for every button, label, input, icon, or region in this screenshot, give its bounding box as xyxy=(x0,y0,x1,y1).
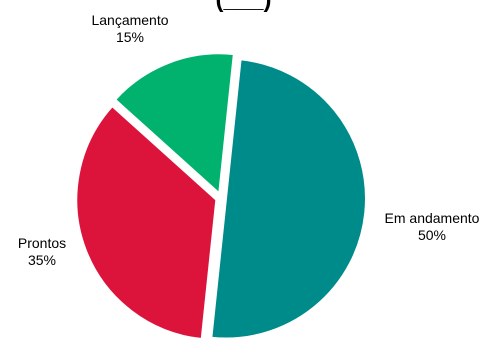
chart-title: (___) xyxy=(0,0,487,14)
slice-name: Em andamento xyxy=(384,210,480,226)
pie-slice-em-andamento xyxy=(210,58,367,338)
slice-label-prontos: Prontos 35% xyxy=(0,235,84,269)
slice-percent: 50% xyxy=(417,227,447,243)
slice-label-em-andamento: Em andamento 50% xyxy=(372,210,487,244)
slice-percent: 15% xyxy=(115,29,145,45)
slice-percent: 35% xyxy=(27,252,57,268)
pie-slice-lancamento xyxy=(113,52,235,196)
slice-label-lancamento: Lançamento 15% xyxy=(70,12,190,46)
slice-name: Prontos xyxy=(17,235,67,251)
slice-name: Lançamento xyxy=(91,12,169,28)
pie-slice-prontos xyxy=(75,104,218,338)
